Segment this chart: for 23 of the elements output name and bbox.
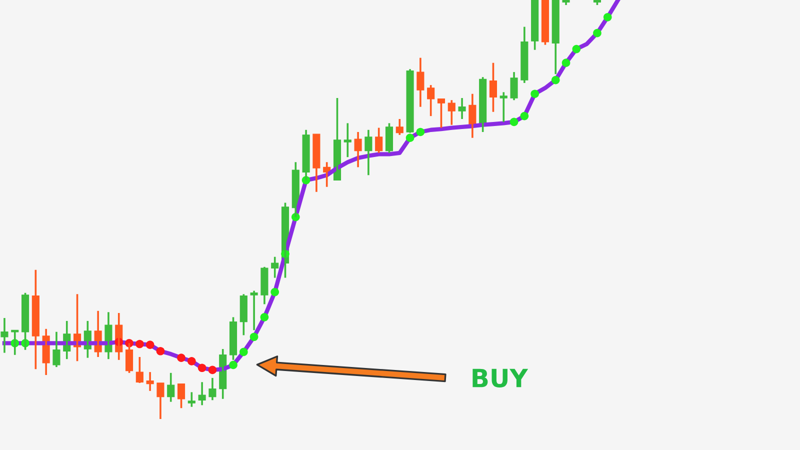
point: [146, 340, 154, 349]
point: [551, 76, 560, 84]
point: [406, 134, 414, 142]
point: [229, 360, 238, 370]
point: [208, 366, 217, 374]
point: [520, 112, 529, 120]
annotation: BUY: [472, 368, 528, 388]
point: [562, 58, 570, 68]
point: [187, 357, 196, 366]
point: [250, 332, 258, 342]
point: [270, 288, 280, 296]
point: [177, 354, 186, 362]
point: [198, 364, 206, 372]
point: [239, 348, 248, 356]
point: [603, 13, 612, 22]
point: [593, 28, 602, 38]
point: [156, 346, 165, 356]
point: [260, 313, 269, 322]
point: [416, 128, 425, 136]
point: [572, 44, 581, 54]
point: [530, 90, 539, 98]
point: [135, 340, 144, 348]
point: [510, 118, 518, 126]
